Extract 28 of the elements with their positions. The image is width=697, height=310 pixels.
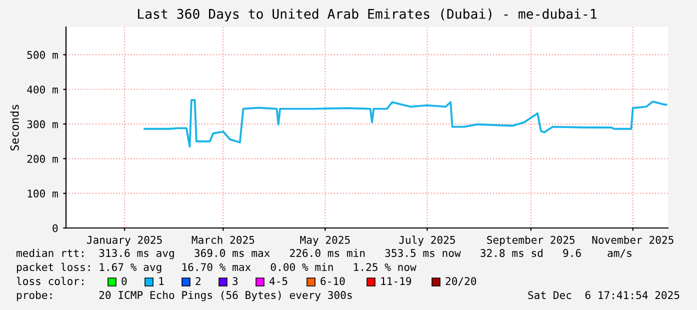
text: 0	[122, 277, 127, 286]
x-tick-label: July 2025	[399, 236, 455, 246]
line-series	[144, 99, 668, 148]
text: packet loss: 1.67 % avg 16.70 % max 0.00 % min 1.25 % now	[16, 262, 416, 274]
y-tick-label: 400 m	[27, 86, 58, 94]
x-tick-label: March 2025	[192, 236, 254, 244]
x-tick-label: May 2025	[300, 236, 350, 246]
y-tick-label: 300 m	[27, 120, 58, 128]
text: Sat Dec 6 17:41:54 2025	[528, 291, 680, 300]
text: 2	[196, 277, 200, 285]
y-axis-title: Seconds	[10, 104, 19, 150]
text: 20/20	[446, 277, 476, 286]
chart-title: Last 360 Days to United Arab Emirates (Dubai) - me-dubai-1	[138, 8, 596, 22]
text: 1	[159, 277, 164, 285]
x-tick-label: January 2025	[86, 236, 162, 246]
text: 6-10	[320, 277, 345, 286]
text: 3	[232, 277, 238, 286]
text: loss color:	[16, 276, 84, 286]
text: median rtt: 313.6 ms avg 369.0 ms max 226.0 ms min 353.5 ms now 32.8 ms sd 9.6 am/s	[16, 248, 632, 260]
text: 11-19	[381, 277, 412, 286]
y-tick-label: 200 m	[27, 154, 58, 163]
x-tick-label: September 2025	[487, 236, 575, 246]
text: 4-5	[270, 277, 288, 286]
text: probe: 20 ICMP Echo Pings (56 Bytes) every 300s	[16, 290, 352, 302]
y-tick-label: 500 m	[27, 50, 58, 59]
y-tick-label: 100 m	[28, 190, 58, 198]
y-tick-label: 0	[52, 224, 58, 232]
x-tick-label: November 2025	[592, 236, 674, 244]
